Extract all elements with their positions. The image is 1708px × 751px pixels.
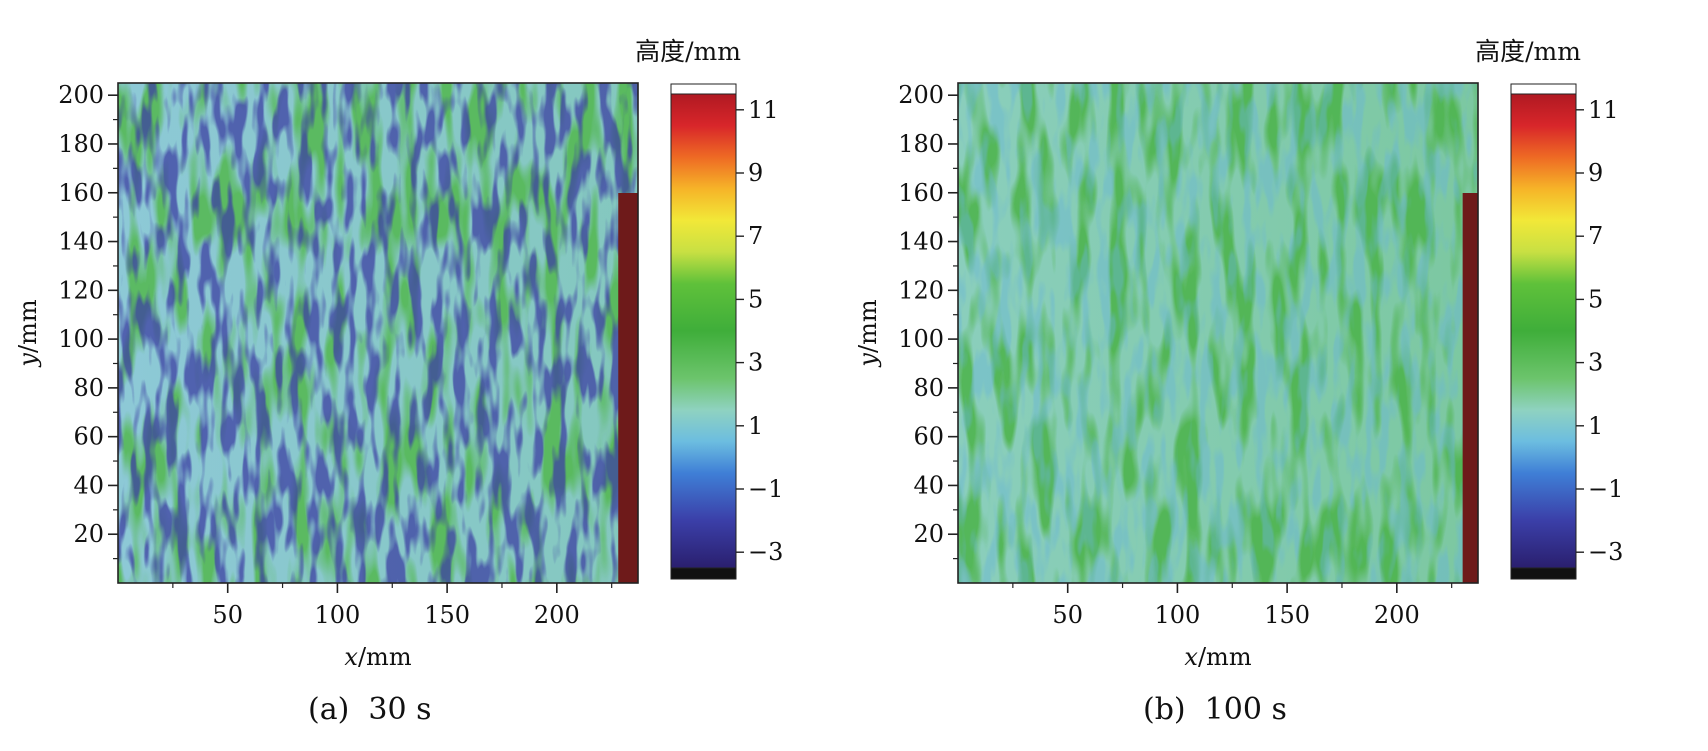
- y-tick-label: 40: [73, 471, 104, 499]
- x-tick-label: 100: [1155, 601, 1201, 629]
- colorbar-under-swatch: [1510, 567, 1577, 580]
- y-tick-label: 60: [73, 423, 104, 451]
- x-axis-label: x/mm: [1184, 643, 1251, 671]
- y-axis-label: y/mm: [854, 299, 882, 367]
- y-tick-label: 100: [898, 325, 944, 353]
- edge-region: [1462, 193, 1478, 583]
- x-tick-label: 50: [1052, 601, 1083, 629]
- y-tick-label: 180: [898, 130, 944, 158]
- colorbar-tick-label: 11: [1588, 96, 1619, 124]
- y-tick-label: 140: [898, 228, 944, 256]
- y-tick-label: 200: [58, 81, 104, 109]
- colorbar-tick-label: 5: [1588, 285, 1603, 313]
- height-surface: [118, 83, 638, 583]
- x-tick-label: 150: [424, 601, 470, 629]
- colorbar-tick-label: 1: [1588, 412, 1603, 440]
- y-tick-label: 160: [898, 179, 944, 207]
- x-axis: 50 100 150 200: [1012, 583, 1453, 629]
- colorbar-title: 高度/mm: [635, 37, 741, 66]
- y-tick-label: 60: [913, 423, 944, 451]
- colorbar: 高度/mm 11 9 7 5 3 1 −1 −3: [635, 37, 783, 580]
- colorbar-tick-label: −1: [748, 475, 783, 503]
- y-tick-label: 180: [58, 130, 104, 158]
- colorbar-tick-label: 9: [1588, 159, 1603, 187]
- x-tick-label: 100: [315, 601, 361, 629]
- colorbar-tick-label: −3: [748, 538, 783, 566]
- surface-low-patches: [958, 83, 1478, 583]
- panel-caption-b: (b) 100 s: [1143, 692, 1287, 727]
- x-tick-label: 200: [534, 601, 580, 629]
- y-tick-label: 120: [898, 276, 944, 304]
- x-tick-label: 50: [212, 601, 243, 629]
- heatmap-panel-b: 20 40 60 80 100 120 140 160 180 200 50 100 150 200 y…: [854, 37, 1623, 671]
- x-axis: 50 100 150 200: [172, 583, 613, 629]
- x-axis-label: x/mm: [344, 643, 411, 671]
- colorbar-tick-label: 1: [748, 412, 763, 440]
- y-axis: 20 40 60 80 100 120 140 160 180 200: [58, 81, 118, 560]
- colorbar-tick-label: 7: [1588, 222, 1603, 250]
- y-tick-label: 20: [73, 520, 104, 548]
- heatmap-panel-a: 20 40 60 80 100 120 140 160 180 200 50 100 150 200 y…: [14, 37, 783, 671]
- plot-frame: [117, 82, 639, 584]
- colorbar-tick-label: −3: [1588, 538, 1623, 566]
- y-tick-label: 80: [73, 374, 104, 402]
- colorbar-over-swatch: [1510, 83, 1577, 95]
- colorbar-tick-label: 9: [748, 159, 763, 187]
- colorbar-tick-label: 11: [748, 96, 779, 124]
- colorbar-over-swatch: [670, 83, 737, 95]
- y-tick-label: 40: [913, 471, 944, 499]
- y-tick-label: 20: [913, 520, 944, 548]
- colorbar-tick-label: −1: [1588, 475, 1623, 503]
- colorbar-tick-label: 3: [748, 349, 763, 377]
- y-axis-label: y/mm: [14, 299, 42, 367]
- colorbar: 高度/mm 11 9 7 5 3 1 −1 −3: [1475, 37, 1623, 580]
- plot-frame: [957, 82, 1479, 584]
- colorbar-under-swatch: [670, 567, 737, 580]
- surface-low-patches: [118, 83, 638, 583]
- y-tick-label: 80: [913, 374, 944, 402]
- height-surface: [958, 83, 1478, 583]
- colorbar-tick-label: 7: [748, 222, 763, 250]
- colorbar-gradient: [670, 93, 737, 569]
- colorbar-tick-label: 5: [748, 285, 763, 313]
- x-tick-label: 200: [1374, 601, 1420, 629]
- y-tick-label: 120: [58, 276, 104, 304]
- x-tick-label: 150: [1264, 601, 1310, 629]
- colorbar-title: 高度/mm: [1475, 37, 1581, 66]
- y-tick-label: 100: [58, 325, 104, 353]
- panel-caption-a: (a) 30 s: [308, 692, 432, 727]
- y-tick-label: 200: [898, 81, 944, 109]
- y-axis: 20 40 60 80 100 120 140 160 180 200: [898, 81, 958, 560]
- y-tick-label: 160: [58, 179, 104, 207]
- edge-region: [618, 193, 638, 583]
- y-tick-label: 140: [58, 228, 104, 256]
- colorbar-gradient: [1510, 93, 1577, 569]
- colorbar-tick-label: 3: [1588, 349, 1603, 377]
